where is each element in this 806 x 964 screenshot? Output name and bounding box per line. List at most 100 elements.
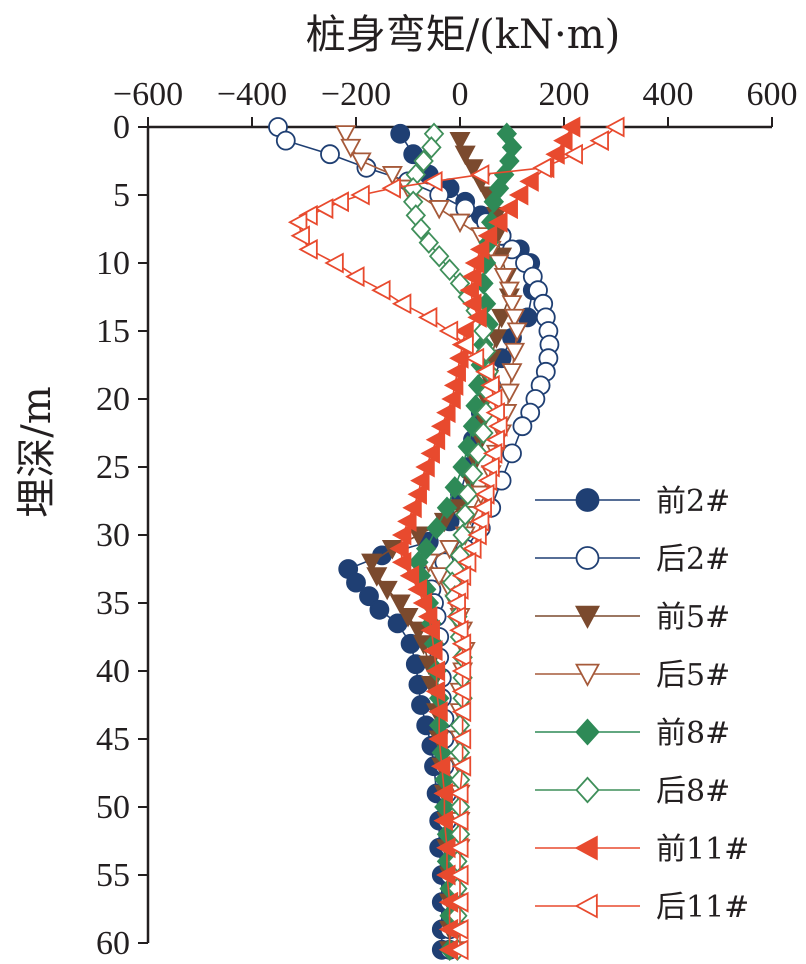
data-point	[412, 592, 433, 614]
data-point	[449, 837, 469, 859]
data-point	[488, 211, 508, 233]
legend-item: 前11#	[535, 832, 749, 867]
legend-item: 前2#	[535, 484, 730, 519]
data-point	[469, 238, 490, 260]
data-point	[473, 319, 494, 343]
data-point	[324, 252, 344, 274]
y-tick-label: 30	[96, 517, 130, 554]
data-point	[452, 455, 473, 479]
data-point	[423, 640, 443, 662]
data-point	[407, 578, 427, 600]
y-tick-label: 5	[113, 177, 130, 214]
data-point	[376, 580, 398, 601]
legend-item: 前8#	[535, 716, 730, 751]
data-point	[350, 152, 372, 172]
data-point	[361, 553, 383, 574]
data-point	[425, 429, 446, 451]
data-point	[473, 421, 494, 445]
legend-marker	[575, 718, 600, 746]
data-point	[428, 567, 450, 587]
data-point	[482, 388, 503, 410]
data-point	[485, 329, 507, 349]
data-point	[439, 258, 460, 282]
data-point	[532, 157, 552, 179]
data-point	[340, 138, 362, 159]
data-point	[456, 551, 477, 573]
legend-item: 后2#	[535, 542, 730, 577]
data-point	[498, 383, 520, 404]
data-point	[475, 361, 495, 383]
data-point	[449, 891, 469, 913]
data-point	[446, 606, 466, 628]
data-point	[459, 279, 479, 301]
series-8	[287, 116, 625, 961]
data-point	[298, 238, 318, 260]
x-tick-label: −600	[113, 76, 183, 113]
data-point	[519, 170, 539, 192]
data-point	[413, 149, 434, 173]
data-point	[428, 244, 450, 268]
y-tick-label: 55	[96, 857, 130, 894]
legend-marker	[574, 663, 601, 687]
legend-label: 前11#	[656, 832, 749, 867]
data-point	[423, 170, 443, 192]
data-point	[436, 402, 456, 424]
data-point	[335, 125, 357, 145]
data-point	[508, 184, 529, 206]
data-point	[502, 443, 522, 464]
data-point	[493, 268, 515, 288]
data-point	[504, 342, 526, 363]
data-point	[451, 646, 472, 668]
data-point	[428, 728, 448, 750]
data-point	[462, 538, 482, 560]
data-point	[366, 567, 388, 587]
y-tick-label: 35	[96, 585, 130, 622]
data-point	[441, 388, 461, 410]
data-point	[462, 293, 482, 315]
data-point	[329, 191, 349, 213]
y-tick-label: 25	[96, 449, 130, 486]
legend-label: 后8#	[656, 774, 730, 809]
data-point	[436, 496, 458, 520]
data-point	[451, 728, 472, 750]
data-point	[425, 680, 446, 702]
data-point	[438, 320, 459, 342]
data-point	[446, 592, 466, 614]
series-layer	[268, 116, 625, 962]
data-point	[449, 782, 469, 804]
legend-marker	[574, 893, 598, 919]
data-point	[415, 456, 435, 478]
data-point	[449, 213, 471, 234]
y-tick-label: 10	[96, 245, 130, 282]
data-point	[589, 130, 609, 152]
data-point	[485, 402, 505, 424]
x-tick-label: 0	[452, 76, 469, 113]
data-point	[397, 510, 417, 532]
x-tick-label: 400	[643, 76, 694, 113]
x-tick-label: 200	[539, 76, 590, 113]
data-point	[439, 540, 461, 560]
legend-marker	[574, 605, 601, 629]
data-point	[501, 363, 523, 383]
y-tick-label: 20	[96, 381, 130, 418]
data-point	[415, 537, 437, 560]
legend-label: 前5#	[656, 600, 730, 635]
data-point	[464, 347, 485, 369]
data-point	[275, 130, 296, 151]
y-tick-label: 15	[96, 313, 130, 350]
data-point	[457, 482, 479, 506]
data-point	[381, 177, 401, 199]
y-tick-label: 0	[113, 109, 130, 146]
data-point	[480, 374, 500, 396]
y-tick-label: 40	[96, 653, 130, 690]
data-point	[425, 660, 446, 682]
data-point	[407, 526, 429, 546]
data-point	[563, 143, 583, 165]
data-point	[467, 442, 489, 465]
legend: 前2# 后2# 前5# 后5# 前8# 后8# 前11# 后11#	[535, 484, 749, 925]
x-axis-title: 桩身弯矩/(kN·m)	[306, 12, 621, 58]
data-point	[467, 524, 487, 546]
data-point	[410, 217, 432, 241]
legend-label: 后5#	[656, 658, 730, 693]
legend-label: 后2#	[656, 542, 730, 577]
